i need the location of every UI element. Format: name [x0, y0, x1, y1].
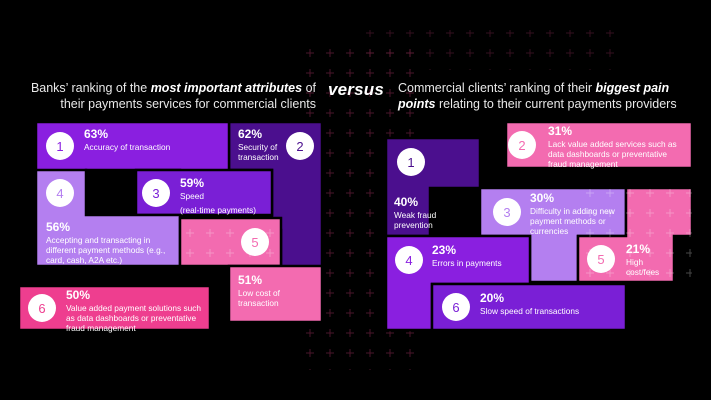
- right-item-3-label: Difficulty in adding new payment methods…: [530, 206, 615, 236]
- left-item-5-pct: 51%: [238, 273, 263, 287]
- right-item-6-label: Slow speed of transactions: [480, 306, 580, 316]
- left-item-2-label: Security of transaction: [238, 142, 279, 162]
- left-item-3-sublabel: (real-time payments): [180, 205, 257, 215]
- left-block-5-tail: [227, 264, 324, 324]
- background-grid-top: [360, 30, 620, 70]
- right-rank-2-number: 2: [518, 138, 525, 153]
- right-item-5: 21% High cost/fees: [626, 242, 676, 278]
- right-rank-4-number: 4: [405, 253, 412, 268]
- left-header: Banks’ ranking of the most important att…: [24, 80, 316, 112]
- left-rank-2-number: 2: [296, 139, 303, 154]
- right-header-post: relating to their current payments provi…: [435, 97, 677, 111]
- left-item-6-pct: 50%: [66, 288, 91, 302]
- right-item-6-pct: 20%: [480, 291, 505, 305]
- right-header-emphasis: biggest pain points: [398, 81, 670, 111]
- left-rank-3-badge: 3: [142, 179, 170, 207]
- right-item-1-label: Weak fraud prevention: [394, 210, 437, 230]
- right-rank-1-badge: 1: [397, 148, 425, 176]
- left-item-2: 62% Security of transaction: [238, 127, 286, 163]
- left-rank-2-badge: 2: [286, 132, 314, 160]
- left-item-3-pct: 59%: [180, 176, 205, 190]
- left-rank-1-number: 1: [56, 139, 63, 154]
- left-rank-6-badge: 6: [28, 294, 56, 322]
- right-item-6: 20% Slow speed of transactions: [480, 291, 590, 317]
- left-rank-6-number: 6: [38, 301, 45, 316]
- left-rank-5-badge: 5: [241, 228, 269, 256]
- right-rank-6-number: 6: [452, 300, 459, 315]
- right-rank-5-badge: 5: [587, 245, 615, 273]
- right-rank-3-badge: 3: [493, 198, 521, 226]
- left-item-5-label: Low cost of transaction: [238, 288, 280, 308]
- right-rank-5-number: 5: [597, 252, 604, 267]
- right-rank-3-number: 3: [503, 205, 510, 220]
- left-item-5: 51% Low cost of transaction: [238, 273, 298, 309]
- left-header-post: of their payments services for commercia…: [60, 81, 316, 111]
- left-item-1: 63% Accuracy of transaction: [84, 127, 176, 153]
- left-header-emphasis: most important attributes: [150, 81, 303, 95]
- right-item-5-pct: 21%: [626, 242, 651, 256]
- left-rank-1-badge: 1: [46, 132, 74, 160]
- left-block-3: [134, 168, 274, 217]
- left-item-3: 59% Speed (real-time payments): [180, 176, 272, 216]
- left-item-4-pct: 56%: [46, 220, 71, 234]
- right-item-4-label: Errors in payments: [432, 258, 502, 268]
- right-rank-2-badge: 2: [508, 131, 536, 159]
- right-item-3: 30% Difficulty in adding new payment met…: [530, 191, 620, 237]
- right-rank-1-number: 1: [407, 155, 414, 170]
- right-item-2-label: Lack value added services such as data d…: [548, 139, 677, 169]
- right-rank-4-badge: 4: [395, 246, 423, 274]
- right-item-4: 23% Errors in payments: [432, 243, 524, 269]
- right-header: Commercial clients’ ranking of their big…: [398, 80, 698, 112]
- right-header-pre: Commercial clients’ ranking of their: [398, 81, 596, 95]
- left-rank-5-number: 5: [251, 235, 258, 250]
- right-item-4-pct: 23%: [432, 243, 457, 257]
- left-item-1-pct: 63%: [84, 127, 109, 141]
- right-block-6: [430, 282, 628, 332]
- right-item-2: 31% Lack value added services such as da…: [548, 124, 684, 170]
- left-item-3-label: Speed: [180, 191, 204, 201]
- right-item-2-pct: 31%: [548, 124, 573, 138]
- left-rank-4-badge: 4: [46, 179, 74, 207]
- left-item-4-label: Accepting and transacting in different p…: [46, 235, 166, 265]
- right-item-5-label: High cost/fees: [626, 257, 660, 277]
- right-item-1: 40% Weak fraud prevention: [394, 195, 474, 231]
- right-block-2: [504, 120, 694, 170]
- left-rank-3-number: 3: [152, 186, 159, 201]
- right-item-1-pct: 40%: [394, 195, 419, 209]
- left-item-6-label: Value added payment solutions such as da…: [66, 303, 201, 333]
- left-item-4: 56% Accepting and transacting in differe…: [46, 220, 170, 266]
- left-item-1-label: Accuracy of transaction: [84, 142, 171, 152]
- versus-label: versus: [327, 80, 385, 99]
- right-rank-6-badge: 6: [442, 293, 470, 321]
- left-item-6: 50% Value added payment solutions such a…: [66, 288, 206, 334]
- right-item-3-pct: 30%: [530, 191, 555, 205]
- left-header-pre: Banks’ ranking of the: [30, 81, 151, 95]
- left-item-2-pct: 62%: [238, 127, 263, 141]
- left-rank-4-number: 4: [56, 186, 63, 201]
- rank-circles: 1 2 3 4 5 6 1 2 3 4 5 6: [28, 131, 615, 322]
- left-block-6: [17, 284, 212, 332]
